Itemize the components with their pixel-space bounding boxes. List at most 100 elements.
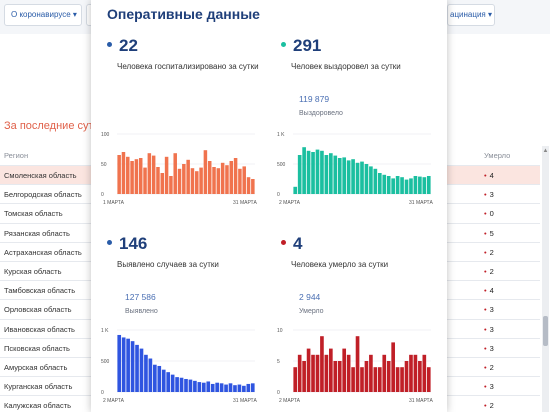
bar[interactable] bbox=[126, 156, 130, 194]
bar[interactable] bbox=[342, 348, 347, 392]
bar[interactable] bbox=[250, 383, 255, 392]
bar[interactable] bbox=[422, 354, 427, 392]
bar[interactable] bbox=[121, 337, 126, 392]
bar[interactable] bbox=[355, 336, 360, 392]
bar[interactable] bbox=[293, 186, 298, 194]
bar[interactable] bbox=[409, 178, 413, 194]
bar[interactable] bbox=[175, 377, 179, 392]
bar[interactable] bbox=[169, 176, 173, 194]
bar[interactable] bbox=[212, 167, 216, 194]
bar[interactable] bbox=[355, 162, 360, 194]
bar[interactable] bbox=[395, 367, 400, 392]
bar[interactable] bbox=[373, 168, 378, 194]
bar[interactable] bbox=[311, 354, 315, 392]
bar[interactable] bbox=[184, 378, 188, 392]
bar[interactable] bbox=[195, 171, 199, 194]
bar[interactable] bbox=[117, 334, 122, 392]
bar[interactable] bbox=[426, 367, 431, 392]
bar[interactable] bbox=[346, 354, 351, 392]
bar[interactable] bbox=[143, 167, 147, 194]
bar[interactable] bbox=[173, 153, 177, 194]
bar[interactable] bbox=[126, 338, 130, 392]
bar[interactable] bbox=[409, 354, 413, 392]
bar[interactable] bbox=[413, 354, 418, 392]
bar[interactable] bbox=[320, 150, 324, 194]
bar[interactable] bbox=[170, 374, 175, 392]
bar[interactable] bbox=[242, 166, 246, 194]
bar[interactable] bbox=[193, 380, 197, 392]
bar[interactable] bbox=[199, 167, 203, 194]
bar[interactable] bbox=[190, 168, 195, 194]
bar[interactable] bbox=[229, 161, 234, 194]
bar[interactable] bbox=[148, 358, 153, 392]
bar[interactable] bbox=[215, 382, 219, 392]
bar[interactable] bbox=[251, 179, 255, 194]
bar[interactable] bbox=[188, 379, 193, 392]
bar[interactable] bbox=[386, 361, 391, 392]
bar[interactable] bbox=[364, 361, 369, 392]
bar[interactable] bbox=[186, 159, 190, 194]
bar[interactable] bbox=[233, 385, 237, 392]
bar[interactable] bbox=[166, 372, 171, 392]
bar[interactable] bbox=[391, 178, 395, 194]
bar[interactable] bbox=[337, 361, 342, 392]
bar[interactable] bbox=[320, 336, 324, 392]
bar[interactable] bbox=[219, 383, 224, 392]
column-header-region[interactable]: Регион bbox=[4, 151, 29, 160]
bar[interactable] bbox=[139, 348, 144, 392]
bar[interactable] bbox=[138, 158, 143, 194]
bar[interactable] bbox=[302, 147, 306, 194]
bar[interactable] bbox=[135, 344, 139, 392]
bar[interactable] bbox=[418, 176, 422, 194]
bar[interactable] bbox=[201, 382, 206, 392]
bar[interactable] bbox=[351, 159, 355, 194]
bar[interactable] bbox=[203, 150, 208, 194]
bar[interactable] bbox=[297, 354, 302, 392]
bar[interactable] bbox=[164, 156, 169, 194]
bar[interactable] bbox=[377, 173, 382, 194]
bar[interactable] bbox=[324, 354, 329, 392]
tab-about-coronavirus[interactable]: О коронавирусе ▾ bbox=[4, 4, 82, 26]
bar[interactable] bbox=[302, 361, 306, 392]
bar[interactable] bbox=[182, 164, 186, 194]
bar[interactable] bbox=[369, 354, 373, 392]
bar[interactable] bbox=[369, 166, 373, 194]
bar[interactable] bbox=[144, 354, 148, 392]
column-header-deaths[interactable]: Умерло bbox=[484, 151, 511, 160]
bar[interactable] bbox=[238, 168, 242, 194]
bar[interactable] bbox=[315, 354, 320, 392]
bar[interactable] bbox=[130, 161, 134, 194]
bar[interactable] bbox=[153, 364, 157, 392]
bar[interactable] bbox=[228, 383, 233, 392]
bar[interactable] bbox=[117, 155, 121, 194]
bar[interactable] bbox=[382, 354, 387, 392]
bar[interactable] bbox=[400, 367, 404, 392]
bar[interactable] bbox=[246, 177, 251, 194]
bar[interactable] bbox=[147, 153, 152, 194]
bar[interactable] bbox=[157, 365, 162, 392]
bar[interactable] bbox=[225, 165, 229, 194]
bar[interactable] bbox=[360, 161, 364, 194]
bar[interactable] bbox=[130, 341, 135, 392]
scrollbar-thumb[interactable] bbox=[543, 316, 548, 346]
bar[interactable] bbox=[207, 161, 212, 194]
bar[interactable] bbox=[210, 383, 215, 392]
bar[interactable] bbox=[377, 367, 382, 392]
bar[interactable] bbox=[360, 367, 364, 392]
bar[interactable] bbox=[311, 152, 315, 194]
bar[interactable] bbox=[315, 149, 320, 194]
bar[interactable] bbox=[333, 155, 338, 194]
bar[interactable] bbox=[324, 155, 329, 194]
bar[interactable] bbox=[400, 177, 404, 194]
bar[interactable] bbox=[413, 176, 418, 194]
bar[interactable] bbox=[395, 176, 400, 194]
bar[interactable] bbox=[160, 173, 165, 194]
bar[interactable] bbox=[373, 367, 378, 392]
bar[interactable] bbox=[197, 382, 202, 392]
bar[interactable] bbox=[179, 377, 184, 392]
bar[interactable] bbox=[333, 361, 338, 392]
bar[interactable] bbox=[306, 348, 311, 392]
scrollbar-track[interactable] bbox=[542, 146, 549, 412]
bar[interactable] bbox=[386, 176, 391, 194]
scroll-up-arrow-icon[interactable]: ▲ bbox=[542, 148, 549, 154]
